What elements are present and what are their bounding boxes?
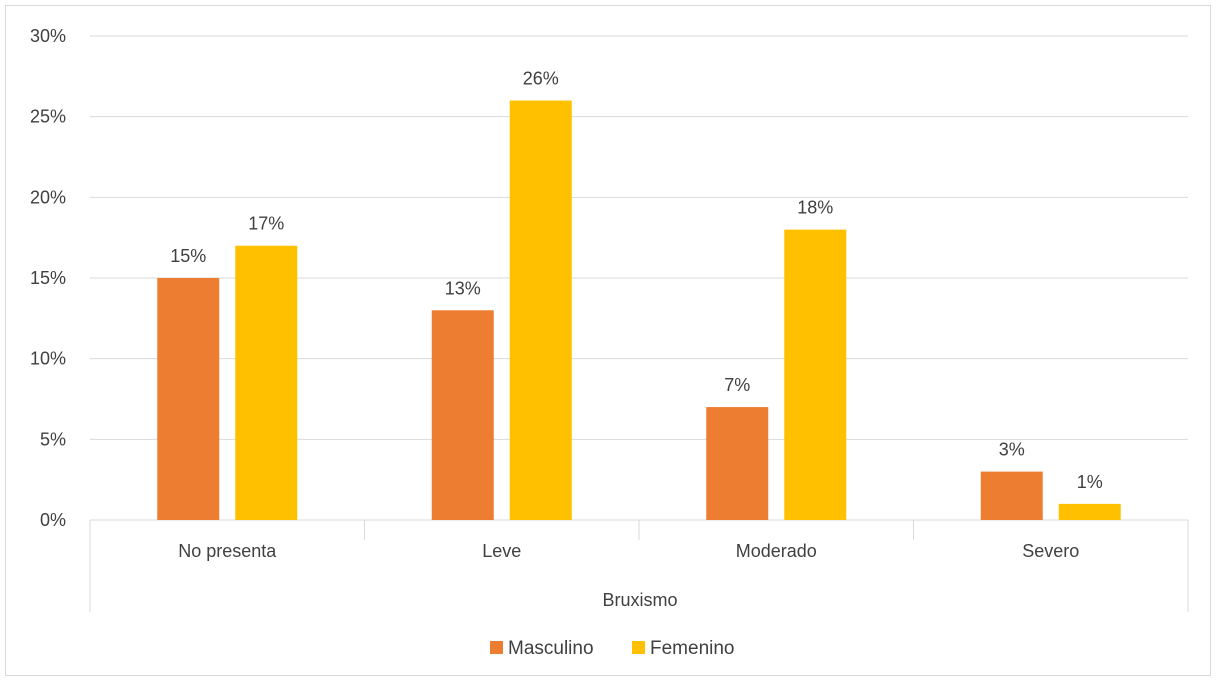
legend-label: Femenino bbox=[650, 638, 735, 659]
data-label: 3% bbox=[999, 440, 1025, 460]
data-label: 18% bbox=[797, 198, 833, 218]
bar-femenino bbox=[509, 100, 572, 521]
y-axis-ticks: 0% 5% 10% 15% 20% 25% 30% bbox=[30, 26, 66, 530]
data-label: 15% bbox=[170, 246, 206, 266]
y-tick-label: 10% bbox=[30, 349, 66, 369]
bar-masculino bbox=[157, 278, 220, 520]
y-tick-label: 30% bbox=[30, 26, 66, 46]
x-tick-label: Moderado bbox=[736, 541, 817, 561]
bar-femenino bbox=[1058, 503, 1121, 520]
bar-masculino bbox=[431, 310, 494, 520]
bar-femenino bbox=[235, 245, 298, 520]
legend-swatch bbox=[632, 641, 645, 654]
bar-masculino bbox=[980, 471, 1043, 520]
x-tick-label: Severo bbox=[1022, 541, 1079, 561]
bars bbox=[157, 100, 1121, 521]
y-tick-label: 5% bbox=[40, 429, 66, 449]
x-axis-title: Bruxismo bbox=[602, 590, 677, 610]
bar-femenino bbox=[784, 229, 847, 520]
data-label: 26% bbox=[523, 69, 559, 89]
bar-masculino bbox=[706, 407, 769, 520]
legend: Masculino Femenino bbox=[490, 638, 735, 659]
x-tick-label: Leve bbox=[482, 541, 521, 561]
x-axis: No presenta Leve Moderado Severo bbox=[89, 520, 1189, 612]
x-tick-label: No presenta bbox=[178, 541, 277, 561]
y-tick-label: 25% bbox=[30, 107, 66, 127]
legend-label: Masculino bbox=[508, 638, 594, 659]
y-tick-label: 20% bbox=[30, 187, 66, 207]
data-label: 13% bbox=[445, 278, 481, 298]
data-label: 17% bbox=[248, 214, 284, 234]
y-tick-label: 15% bbox=[30, 268, 66, 288]
data-label: 1% bbox=[1077, 472, 1103, 492]
data-label: 7% bbox=[724, 375, 750, 395]
y-tick-label: 0% bbox=[40, 510, 66, 530]
legend-swatch bbox=[490, 641, 503, 654]
data-labels: 15% 13% 7% 3% 17% 26% 18% 1% bbox=[170, 69, 1103, 492]
